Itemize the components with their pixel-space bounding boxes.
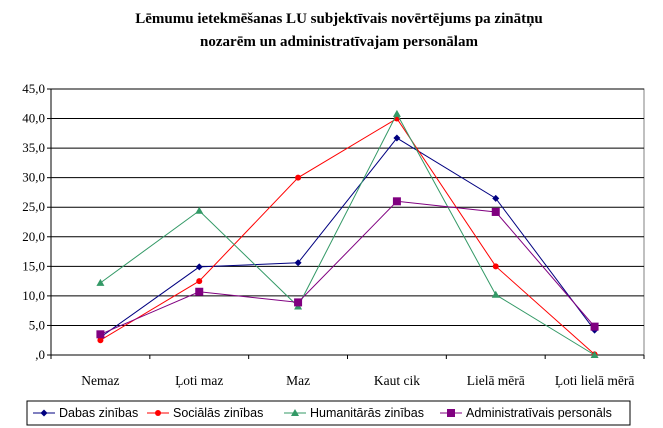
data-point [491, 207, 500, 216]
y-tick-label: 40,0 [22, 111, 45, 126]
x-tick-label: Lielā mērā [467, 373, 525, 388]
legend-label: Dabas zinības [59, 406, 138, 420]
legend-label: Sociālās zinības [173, 406, 263, 420]
chart-title-line-1: Lēmumu ietekmēšanas LU subjektīvais novē… [135, 11, 543, 27]
data-point [196, 278, 203, 285]
series-line [100, 117, 595, 355]
y-tick-label: 35,0 [22, 140, 45, 155]
data-point [492, 263, 499, 270]
data-point [590, 351, 599, 358]
data-point [295, 174, 302, 181]
data-point [392, 109, 401, 117]
chart-title-line-2: nozarēm un administratīvajam personālam [200, 34, 478, 50]
data-point [97, 337, 104, 344]
legend-marker [155, 410, 161, 416]
data-point [492, 194, 500, 202]
series-line [100, 200, 595, 335]
series-3 [96, 109, 599, 358]
legend-item: Administratīvais personāls [440, 406, 612, 420]
legend-marker [447, 409, 455, 417]
data-point [195, 206, 204, 214]
y-tick-label: 30,0 [22, 170, 45, 185]
data-point [392, 197, 401, 206]
legend: Dabas zinības Sociālās zinības Humanitārās… [26, 400, 631, 426]
legend-box [26, 400, 631, 426]
legend-item: Dabas zinības [33, 406, 138, 420]
legend-label: Administratīvais personāls [466, 406, 612, 420]
x-tick-label: Maz [286, 373, 310, 388]
x-tick-label: Nemaz [81, 373, 119, 388]
data-point [96, 278, 105, 286]
y-tick-label: ,0 [35, 347, 45, 362]
legend-marker [40, 409, 48, 417]
y-tick-label: 5,0 [29, 317, 45, 332]
y-tick-label: 10,0 [22, 288, 45, 303]
data-point [195, 263, 203, 271]
data-point [96, 330, 105, 339]
legend-marker [291, 409, 299, 416]
x-tick-label: Kaut cik [374, 373, 420, 388]
legend-item: Humanitārās zinības [284, 406, 424, 420]
y-tick-label: 15,0 [22, 258, 45, 273]
data-point [294, 259, 302, 267]
y-tick-label: 20,0 [22, 229, 45, 244]
x-tick-label: Ļoti lielā mērā [555, 373, 634, 388]
x-tick-label: Ļoti maz [175, 373, 223, 388]
data-point [491, 290, 500, 298]
series-line [100, 112, 595, 356]
data-point [590, 322, 599, 331]
y-tick-label: 45,0 [22, 81, 45, 96]
y-tick-label: 25,0 [22, 199, 45, 214]
legend-item: Sociālās zinības [147, 406, 263, 420]
series-line [100, 137, 595, 338]
series-4 [96, 197, 599, 339]
legend-label: Humanitārās zinības [310, 406, 424, 420]
data-point [294, 298, 303, 307]
data-point [393, 134, 401, 142]
plot-area [50, 88, 645, 356]
data-point [195, 287, 204, 296]
